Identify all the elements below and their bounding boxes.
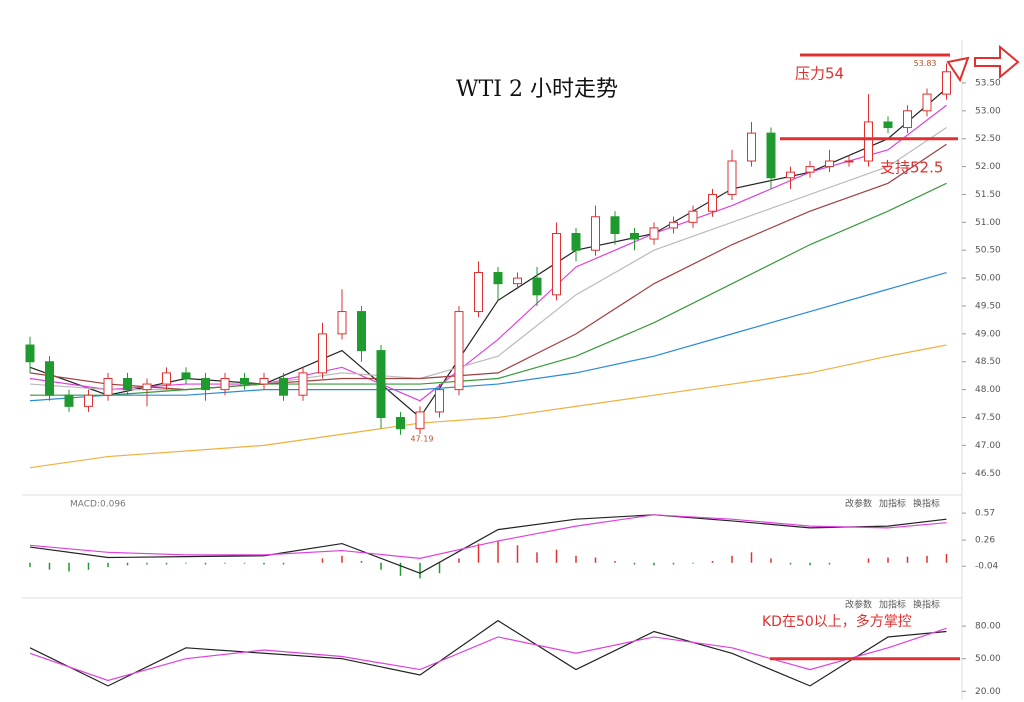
y-tick-label: 52.00 [975,162,1001,172]
arrow-icon [946,56,970,83]
candle-body [415,411,425,430]
candle-body [318,333,327,374]
candle-body [396,417,405,430]
candle-body [279,377,288,396]
candle-body [357,311,366,352]
candle-body [825,160,834,168]
y-tick-label: 50.00 [975,274,1001,284]
candle-body [688,210,698,223]
y-tick-label: 47.00 [975,441,1001,451]
annotation: 支持52.5 [880,159,943,177]
candle-body [45,361,54,396]
candle-body [727,160,737,195]
y-tick-label: 52.50 [975,134,1001,144]
candle-body [903,110,912,129]
candle-body [474,272,483,313]
candle-body [766,132,776,179]
y-tick-label: 49.00 [975,329,1001,339]
indicator-line [29,271,947,402]
candle-body [786,171,795,179]
candle-body [493,272,503,285]
candle-body [298,372,308,396]
candle-body [747,132,756,162]
candle-body [708,193,717,212]
arrow-icon [974,44,1020,80]
candle-body [259,377,269,385]
y-tick-label: 46.50 [975,469,1001,479]
annotation: 压力54 [795,65,844,83]
indicator-line [29,627,947,682]
candle-body [552,232,561,296]
y-tick-label: 0.26 [975,536,995,546]
high-label: 53.83 [914,59,937,68]
low-label: 47.19 [411,434,434,443]
candle-body [64,394,74,407]
toolbar-button[interactable]: 换指标 [913,498,940,510]
y-tick-label: 51.50 [975,190,1001,200]
candle-body [942,71,951,95]
candle-body [103,377,113,396]
candle-body [376,350,386,419]
y-tick-label: 50.00 [975,654,1001,664]
chart-title: WTI 2 小时走势 [456,77,618,102]
candle-body [630,232,639,240]
indicator-line [29,143,947,391]
indicator-line [29,104,947,402]
indicator-line [29,344,947,469]
candle-body [181,372,191,379]
y-tick-label: 53.00 [975,106,1001,116]
candle-body [669,221,678,229]
y-tick-label: 49.50 [975,301,1001,311]
candle-body [591,216,600,251]
y-tick-label: 20.00 [975,687,1001,697]
candle-body [513,277,522,285]
toolbar-button[interactable]: 改参数 [845,599,872,611]
candle-body [922,93,932,112]
candle-body [240,377,249,385]
candle-body [532,277,542,296]
candle-body [220,377,230,391]
toolbar-button[interactable]: 加指标 [879,498,906,510]
y-tick-label: 0.57 [975,509,995,519]
candle-body [844,160,854,163]
candle-body [123,377,132,391]
candle-body [25,344,35,363]
toolbar-button[interactable]: 换指标 [913,599,940,611]
candle-body [84,394,93,407]
candle-body [337,311,347,335]
annotation: KD在50以上，多方掌控 [762,613,912,630]
candle-body [864,121,873,162]
candle-body [805,166,815,173]
toolbar-button[interactable]: 加指标 [879,599,906,611]
y-tick-label: 48.00 [975,385,1001,395]
candle-body [454,311,464,391]
candle-body [571,232,581,251]
y-tick-label: 48.50 [975,357,1001,367]
indicator-line [30,182,947,396]
candle-body [649,227,659,240]
y-tick-label: -0.04 [975,562,999,572]
y-tick-label: 50.50 [975,246,1001,256]
y-tick-label: 51.00 [975,218,1001,228]
indicator-line [29,514,947,574]
candle-body [610,216,620,234]
candle-body [435,389,444,413]
candle-body [162,372,171,385]
candle-body [883,121,893,129]
y-tick-label: 53.50 [975,78,1001,88]
toolbar-button[interactable]: 改参数 [845,498,872,510]
y-tick-label: 47.50 [975,413,1001,423]
indicator-line [29,619,947,687]
candle-body [201,377,210,391]
candle-body [142,383,152,391]
indicator-line [29,514,947,560]
y-tick-label: 80.00 [975,622,1001,632]
indicator-label: MACD:0.096 [70,500,126,510]
